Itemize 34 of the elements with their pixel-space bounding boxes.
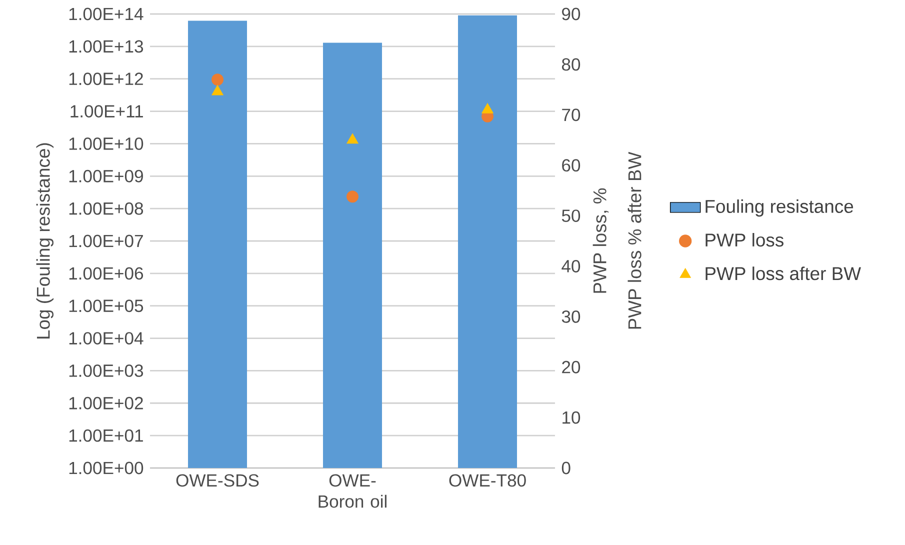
y-axis-title: Log (Fouling resistance) — [36, 143, 54, 338]
y2-tick-label: 40 — [562, 260, 580, 272]
y-tick-label: 1.00E+06 — [69, 267, 144, 280]
y-tick-label: 1.00E+03 — [69, 364, 144, 377]
y2-tick-label: 30 — [562, 310, 580, 323]
legend-label: Fouling resistance — [706, 199, 854, 217]
y2-tick-label: 10 — [562, 411, 580, 424]
y-tick-label: 1.00E+14 — [69, 8, 144, 20]
y2-tick-label: 60 — [562, 159, 580, 172]
y2-tick-label: 0 — [562, 462, 570, 474]
y-tick-label: 1.00E+07 — [69, 234, 143, 248]
text: PWP loss % after BW — [628, 152, 642, 329]
y-tick-label: 1.00E+02 — [69, 396, 143, 410]
y2-tick-label: 50 — [562, 210, 580, 222]
y-tick-label: 1.00E+00 — [69, 462, 144, 474]
legend-label: PWP loss — [706, 233, 784, 247]
y2-tick-label: 70 — [562, 108, 580, 122]
y-tick-label: 1.00E+04 — [69, 332, 144, 344]
y2-axis-title: PWP loss, % — [592, 188, 609, 293]
y-tick-label: 1.00E+13 — [69, 40, 144, 53]
y-tick-label: 1.00E+05 — [69, 300, 144, 312]
y-tick-label: 1.00E+10 — [69, 138, 144, 150]
x-tick-label: OWE-SDS — [176, 474, 259, 487]
legend-label: PWP loss after BW — [706, 266, 861, 280]
y-tick-label: 1.00E+09 — [69, 170, 143, 182]
x-tick-label: OWE-T80 — [449, 474, 526, 487]
y2-tick-label: 80 — [562, 58, 580, 71]
y-tick-label: 1.00E+08 — [69, 202, 144, 215]
y-tick-label: 1.00E+11 — [70, 105, 143, 118]
y-tick-label: 1.00E+01 — [69, 429, 143, 442]
y-tick-label: 1.00E+12 — [69, 72, 143, 86]
y2-tick-label: 90 — [562, 8, 580, 20]
y2-tick-label: 20 — [562, 360, 580, 374]
x-tick-label: OWE-Boron oil — [318, 474, 386, 508]
